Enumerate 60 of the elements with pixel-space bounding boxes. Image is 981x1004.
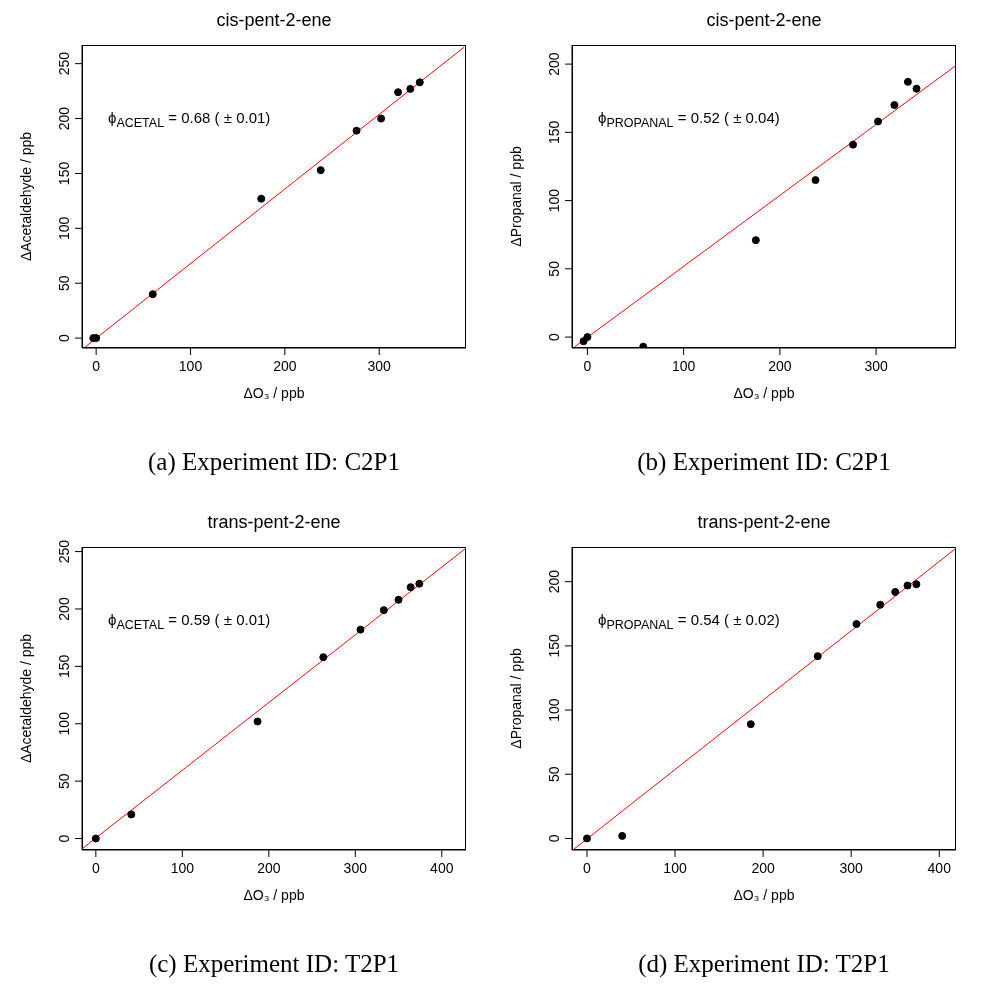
- y-tick-label: 250: [56, 51, 72, 76]
- annotation: ϕ$_{PROPANAL}$ = 0.54 ( ± 0.02): [598, 611, 780, 632]
- y-tick-label: 100: [546, 698, 562, 722]
- x-axis-title: ΔO₃ / ppb: [733, 385, 795, 401]
- y-tick-label: 150: [56, 654, 72, 679]
- x-tick-label: 200: [273, 358, 297, 374]
- y-tick-label: 50: [546, 766, 562, 783]
- x-axis-title: ΔO₃ / ppb: [733, 887, 795, 903]
- x-axis-title: ΔO₃ / ppb: [243, 385, 305, 401]
- x-axis-title: ΔO₃ / ppb: [243, 887, 305, 903]
- y-tick-label: 200: [546, 52, 562, 76]
- y-tick-label: 150: [56, 161, 72, 186]
- x-tick-label: 0: [583, 860, 592, 876]
- y-tick-label: 100: [56, 711, 72, 736]
- text: (a) Experiment ID: C2P1: [147, 448, 401, 476]
- y-tick-label: 0: [56, 834, 72, 843]
- y-tick-label: 200: [56, 106, 72, 131]
- annotation: ϕ$_{PROPANAL}$ = 0.52 ( ± 0.04): [598, 109, 780, 130]
- x-tick-label: 0: [92, 358, 101, 374]
- chart-title: cis-pent-2-ene: [705, 10, 823, 31]
- x-tick-label: 200: [257, 860, 281, 876]
- y-tick-label: 0: [56, 334, 72, 343]
- x-tick-label: 400: [927, 860, 952, 876]
- x-tick-label: 100: [170, 860, 195, 876]
- y-tick-label: 50: [56, 275, 72, 292]
- chart-title: trans-pent-2-ene: [696, 512, 832, 533]
- x-tick-label: 0: [91, 860, 100, 876]
- y-tick-label: 200: [56, 597, 72, 621]
- annotation: ϕ$_{ACETAL}$ = 0.59 ( ± 0.01): [108, 611, 271, 632]
- y-axis-title: ΔAcetaldehyde / ppb: [17, 633, 34, 764]
- y-tick-label: 100: [546, 188, 562, 213]
- x-tick-label: 100: [178, 358, 203, 374]
- y-tick-label: 50: [56, 773, 72, 789]
- x-tick-label: 200: [768, 358, 792, 374]
- chart-title: cis-pent-2-ene: [215, 10, 333, 31]
- x-tick-label: 0: [583, 358, 592, 374]
- x-tick-label: 300: [367, 358, 392, 374]
- annotation: ϕ$_{ACETAL}$ = 0.68 ( ± 0.01): [108, 109, 271, 130]
- y-axis-title: ΔAcetaldehyde / ppb: [17, 131, 34, 262]
- x-tick-label: 400: [430, 860, 454, 876]
- text: (d) Experiment ID: T2P1: [637, 950, 891, 978]
- y-tick-label: 50: [546, 260, 562, 277]
- y-tick-label: 200: [546, 569, 562, 594]
- y-tick-label: 250: [56, 539, 72, 564]
- text: (b) Experiment ID: C2P1: [636, 448, 892, 476]
- x-tick-label: 100: [671, 358, 696, 374]
- y-tick-label: 100: [56, 216, 72, 241]
- x-tick-label: 100: [663, 860, 687, 876]
- y-tick-label: 150: [546, 633, 562, 658]
- text: (c) Experiment ID: T2P1: [147, 950, 401, 978]
- chart-title: trans-pent-2-ene: [206, 512, 342, 533]
- y-tick-label: 150: [546, 120, 562, 145]
- x-tick-label: 300: [839, 860, 864, 876]
- y-axis-title: ΔPropanal / ppb: [507, 648, 524, 749]
- x-tick-label: 200: [751, 860, 776, 876]
- y-tick-label: 0: [546, 834, 562, 843]
- x-tick-label: 300: [864, 358, 889, 374]
- y-tick-label: 0: [546, 332, 562, 341]
- y-axis-title: ΔPropanal / ppb: [507, 146, 524, 247]
- x-tick-label: 300: [343, 860, 368, 876]
